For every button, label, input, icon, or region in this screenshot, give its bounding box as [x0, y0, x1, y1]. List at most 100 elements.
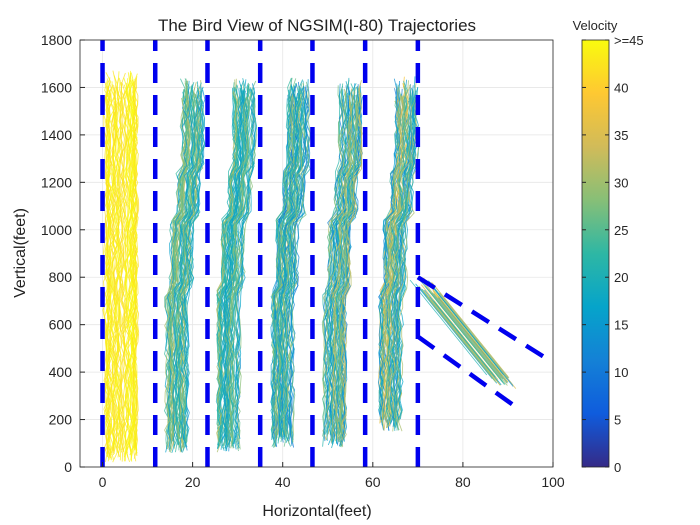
x-tick-label: 0 — [99, 474, 107, 490]
trajectory-line — [104, 85, 111, 457]
trajectory-line — [126, 84, 133, 455]
trajectory-line — [177, 97, 200, 439]
trajectory-line — [325, 88, 347, 441]
y-tick-label: 1800 — [41, 32, 72, 48]
trajectory-line — [286, 85, 308, 446]
trajectory-line — [235, 91, 258, 443]
trajectory-line — [277, 95, 300, 438]
colorbar-tick-label: >=45 — [614, 33, 644, 48]
trajectory-line — [381, 85, 402, 418]
trajectory-line — [235, 87, 257, 439]
trajectory-line — [409, 279, 488, 376]
y-axis-label: Vertical(feet) — [12, 208, 29, 298]
trajectory-line — [437, 297, 508, 384]
trajectory-line — [169, 90, 192, 442]
trajectory-line — [271, 83, 293, 445]
x-tick-label: 60 — [365, 474, 381, 490]
y-axis-ticks: 0 200 400 600 800 1000 1200 1400 1600 1800 — [41, 32, 85, 475]
trajectory-line — [337, 87, 359, 439]
trajectory-line — [335, 83, 356, 435]
plot-area — [80, 40, 553, 467]
trajectory-line — [219, 90, 241, 442]
trajectory-line — [131, 73, 139, 454]
trajectory-line — [109, 84, 116, 455]
trajectory-line — [125, 78, 132, 458]
trajectory-line — [438, 293, 517, 389]
colorbar-tick-label: 10 — [614, 365, 628, 380]
colorbar — [581, 39, 610, 468]
x-axis-ticks: 0 20 40 60 80 100 — [99, 462, 565, 490]
trajectory-line — [111, 81, 118, 452]
trajectory-line — [232, 90, 255, 442]
trajectory-line — [423, 283, 502, 380]
trajectory-line — [164, 97, 186, 450]
colorbar-tick-label: 20 — [614, 270, 628, 285]
trajectory-line — [429, 296, 499, 383]
trajectory-line — [332, 95, 354, 437]
y-tick-label: 1400 — [41, 127, 72, 143]
colorbar-tick-label: 5 — [614, 413, 621, 428]
trajectory-line — [221, 90, 244, 452]
y-tick-label: 200 — [49, 412, 73, 428]
merge-lane-marking — [416, 275, 553, 365]
colorbar-tick-label: 15 — [614, 318, 628, 333]
trajectory-line — [172, 80, 194, 442]
trajectory-line — [131, 90, 138, 452]
trajectory-line — [439, 292, 509, 379]
trajectory-line — [226, 97, 248, 449]
plot-frame — [79, 39, 554, 468]
trajectory-line — [377, 78, 400, 421]
trajectory-line — [430, 299, 501, 386]
y-tick-label: 1600 — [41, 79, 72, 95]
colorbar-label: Velocity — [573, 18, 618, 33]
x-tick-label: 20 — [185, 474, 201, 490]
trajectory-line — [321, 85, 344, 437]
colorbar-tick-label: 25 — [614, 223, 628, 238]
colorbar-ticks: 0 5 10 15 20 25 30 35 40 >=45 — [582, 33, 644, 475]
trajectory-line — [223, 84, 246, 446]
trajectory-line — [183, 87, 205, 439]
trajectory-line — [323, 83, 345, 435]
colorbar-tick-label: 30 — [614, 175, 628, 190]
trajectory-line — [384, 95, 406, 429]
trajectory-line — [419, 279, 505, 385]
colorbar-tick-label: 35 — [614, 128, 628, 143]
y-tick-label: 1000 — [41, 222, 72, 238]
x-axis-label: Horizontal(feet) — [262, 503, 371, 520]
trajectory-line — [282, 93, 303, 436]
trajectory-line — [322, 89, 344, 441]
y-tick-label: 600 — [49, 317, 73, 333]
trajectory-line — [281, 86, 303, 447]
trajectory-line — [433, 288, 504, 375]
trajectory-line — [380, 83, 401, 426]
trajectory-line — [174, 84, 196, 445]
trajectory-line — [271, 77, 292, 448]
trajectory-line — [177, 81, 199, 453]
merge-lane-marking — [416, 334, 519, 410]
trajectory-line — [230, 91, 252, 443]
trajectory-line — [289, 81, 311, 443]
trajectory-line — [166, 98, 188, 450]
trajectory-lines — [102, 70, 517, 463]
y-tick-label: 400 — [49, 364, 73, 380]
y-tick-label: 800 — [49, 269, 73, 285]
trajectory-line — [221, 96, 243, 449]
trajectory-line — [337, 96, 360, 448]
colorbar-tick-label: 0 — [614, 460, 621, 475]
trajectory-line — [340, 92, 363, 435]
chart-title: The Bird View of NGSIM(I-80) Trajectorie… — [158, 16, 476, 35]
trajectory-line — [215, 97, 237, 450]
y-tick-label: 0 — [64, 459, 72, 475]
trajectory-line — [124, 72, 131, 462]
trajectory-line — [395, 98, 417, 431]
y-tick-label: 1200 — [41, 174, 72, 190]
trajectory-line — [422, 280, 508, 386]
trajectory-line — [385, 95, 407, 428]
trajectory-line — [423, 277, 509, 383]
trajectory-line — [119, 91, 126, 462]
trajectory-line — [390, 93, 412, 426]
trajectory-line — [420, 284, 499, 380]
x-tick-label: 100 — [541, 474, 565, 490]
trajectory-line — [115, 86, 122, 458]
